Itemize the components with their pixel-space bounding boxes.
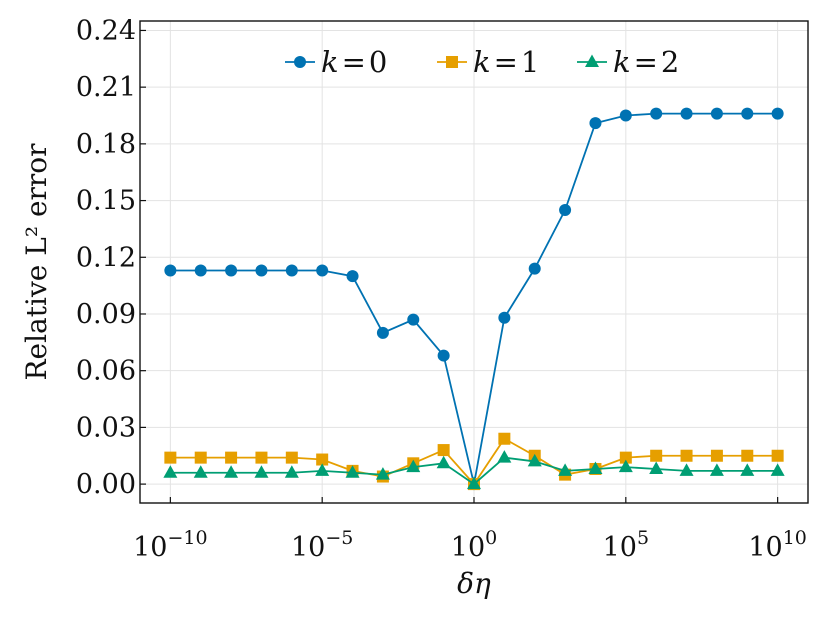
legend: k = 0 k = 1 k = 2 (285, 45, 679, 79)
data-point (588, 461, 603, 474)
legend-entry: k = 1 (437, 45, 539, 79)
data-point (559, 204, 572, 217)
data-point (679, 463, 694, 476)
data-point (770, 463, 785, 476)
legend-entry: k = 0 (285, 45, 387, 79)
legend-label: k = 2 (613, 45, 679, 79)
data-point (255, 451, 268, 464)
data-point (315, 463, 330, 476)
data-point (650, 107, 663, 120)
legend-marker (446, 56, 458, 68)
x-tick-label: 100 (451, 527, 497, 563)
data-point (710, 107, 723, 120)
legend-label: k = 0 (321, 45, 387, 79)
data-point (619, 109, 632, 122)
data-point (193, 465, 208, 478)
y-tick-label: 0.15 (76, 186, 136, 217)
data-point (741, 449, 754, 462)
data-point (771, 449, 784, 462)
data-point (498, 311, 511, 324)
y-tick-label: 0.09 (76, 299, 136, 330)
legend-entry: k = 2 (577, 45, 679, 79)
data-point (649, 461, 664, 474)
data-point (163, 465, 178, 478)
data-point (346, 270, 359, 283)
x-axis-title: δη (457, 567, 491, 600)
data-point (316, 264, 329, 277)
data-point (528, 262, 541, 275)
data-point (436, 455, 451, 469)
x-axis: 10−10 10−5 100 105 1010 (133, 497, 807, 563)
data-point (254, 465, 269, 478)
x-tick-label: 105 (603, 527, 649, 563)
data-point (194, 451, 207, 464)
y-tick-label: 0.06 (76, 356, 136, 387)
data-point (375, 467, 390, 480)
data-point (589, 117, 602, 130)
y-tick-label: 0.03 (76, 412, 136, 443)
grid (140, 21, 808, 503)
data-point (406, 459, 421, 473)
y-tick-label: 0.18 (76, 129, 136, 160)
data-point (285, 264, 298, 277)
data-point (771, 107, 784, 120)
data-point (527, 453, 542, 467)
data-point (255, 264, 268, 277)
data-point (437, 349, 450, 362)
data-point (680, 449, 693, 462)
y-axis: 0.00 0.03 0.06 0.09 0.12 0.15 0.18 0.21 0.24 (76, 15, 146, 500)
data-point (558, 463, 573, 476)
data-point (376, 326, 389, 339)
data-point (345, 465, 360, 478)
data-point (497, 450, 512, 463)
data-point (284, 465, 299, 478)
x-tick-label: 10−10 (133, 527, 207, 563)
legend-marker (585, 54, 599, 67)
data-point (194, 264, 207, 277)
series-0 (164, 107, 784, 491)
series-2 (163, 450, 785, 490)
y-tick-label: 0.21 (76, 72, 136, 103)
data-point (498, 432, 511, 445)
legend-marker (294, 56, 306, 68)
legend-label: k = 1 (473, 45, 539, 79)
data-point (467, 476, 481, 490)
y-tick-label: 0.12 (76, 242, 136, 273)
x-tick-label: 10−5 (291, 527, 353, 563)
data-point (740, 463, 755, 476)
y-axis-title: Relative L² error (20, 143, 53, 381)
data-point (710, 449, 723, 462)
data-point (285, 451, 298, 464)
y-tick-label: 0.00 (76, 469, 136, 500)
data-point (618, 459, 633, 473)
data-point (650, 449, 663, 462)
data-point (680, 107, 693, 120)
data-point (407, 313, 420, 326)
data-point (437, 444, 450, 457)
data-point (225, 451, 238, 464)
data-point (619, 451, 632, 464)
data-point (164, 451, 177, 464)
y-tick-label: 0.24 (76, 15, 136, 46)
data-point (225, 264, 238, 277)
data-point (316, 453, 329, 466)
data-point (741, 107, 754, 120)
data-point (224, 465, 239, 478)
x-tick-label: 1010 (748, 527, 807, 563)
series-layer (163, 107, 785, 491)
data-point (164, 264, 177, 277)
data-point (709, 463, 724, 476)
